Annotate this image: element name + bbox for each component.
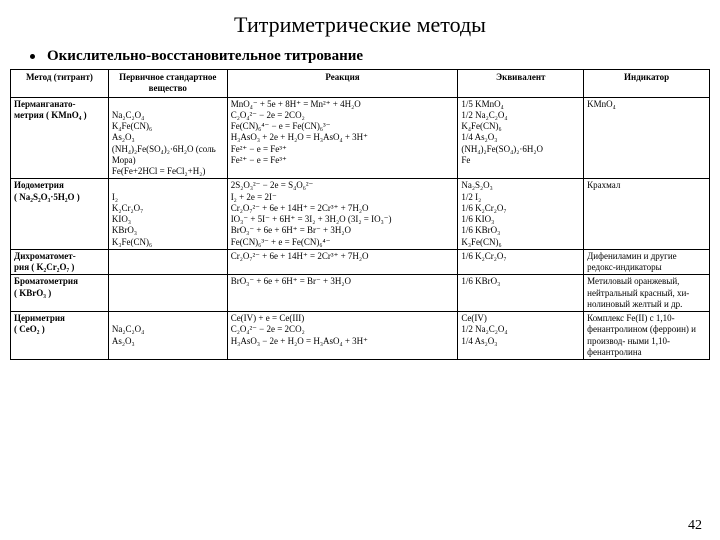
table-row: Броматометрия( KBrO₃ ) BrO₃⁻ + 6e + 6H⁺ … [11, 275, 710, 312]
th-method: Метод (титрант) [11, 70, 109, 98]
page-title: Титриметрические методы [10, 12, 710, 38]
cell-primary [108, 275, 227, 312]
bullet-icon [30, 54, 35, 59]
table-row: Перманганато-метрия ( KMnO₄ ) Na₂C₂O₄K₄F… [11, 97, 710, 179]
cell-method: Дихроматомет-рия ( K₂Cr₂O₇ ) [11, 249, 109, 275]
cell-method: Иодометрия( Na₂S₂O₃·5H₂O ) [11, 179, 109, 250]
cell-reaction: MnO₄⁻ + 5e + 8H⁺ = Mn²⁺ + 4H₂OC₂O₄²⁻ − 2… [227, 97, 458, 179]
cell-equivalent: Ce(IV)1/2 Na₂C₂O₄1/4 As₂O₃ [458, 312, 584, 360]
cell-equivalent: Na₂S₂O₃1/2 I₂1/6 K₂Cr₂O₇1/6 KIO₃1/6 KBrO… [458, 179, 584, 250]
th-equivalent: Эквивалент [458, 70, 584, 98]
table-row: Цериметрия( CeO₂ ) Na₂C₂O₄As₂O₃Ce(IV) + … [11, 312, 710, 360]
cell-indicator: KMnO₄ [584, 97, 710, 179]
subtitle-text: Окислительно-восстановительное титровани… [47, 48, 363, 65]
cell-primary: Na₂C₂O₄K₄Fe(CN)₆As₂O₃(NH₄)₂Fe(SO₄)₂·6H₂O… [108, 97, 227, 179]
th-reaction: Реакция [227, 70, 458, 98]
cell-equivalent: 1/6 K₂Cr₂O₇ [458, 249, 584, 275]
cell-method: Броматометрия( KBrO₃ ) [11, 275, 109, 312]
table-header-row: Метод (титрант) Первичное стандартное ве… [11, 70, 710, 98]
table-row: Иодометрия( Na₂S₂O₃·5H₂O ) I₂K₂Cr₂O₇KIO₃… [11, 179, 710, 250]
cell-reaction: Ce(IV) + e = Ce(III)C₂O₄²⁻ − 2e = 2CO₂H₃… [227, 312, 458, 360]
cell-reaction: 2S₂O₃²⁻ − 2e = S₄O₆²⁻I₂ + 2e = 2I⁻Cr₂O₇²… [227, 179, 458, 250]
cell-reaction: BrO₃⁻ + 6e + 6H⁺ = Br⁻ + 3H₂O [227, 275, 458, 312]
cell-indicator: Метиловый оранжевый, нейтральный красный… [584, 275, 710, 312]
cell-equivalent: 1/6 KBrO₃ [458, 275, 584, 312]
th-primary: Первичное стандартное вещество [108, 70, 227, 98]
methods-table: Метод (титрант) Первичное стандартное ве… [10, 69, 710, 360]
cell-primary: I₂K₂Cr₂O₇KIO₃KBrO₃K₃Fe(CN)₆ [108, 179, 227, 250]
cell-method: Цериметрия( CeO₂ ) [11, 312, 109, 360]
page-number: 42 [688, 518, 702, 534]
cell-indicator: Дифениламин и другие редокс-индикаторы [584, 249, 710, 275]
table-row: Дихроматомет-рия ( K₂Cr₂O₇ ) Cr₂O₇²⁻ + 6… [11, 249, 710, 275]
cell-reaction: Cr₂O₇²⁻ + 6e + 14H⁺ = 2Cr³⁺ + 7H₂O [227, 249, 458, 275]
cell-method: Перманганато-метрия ( KMnO₄ ) [11, 97, 109, 179]
cell-indicator: Крахмал [584, 179, 710, 250]
cell-primary: Na₂C₂O₄As₂O₃ [108, 312, 227, 360]
cell-indicator: Комплекс Fe(II) с 1,10-фенантролином (фе… [584, 312, 710, 360]
th-indicator: Индикатор [584, 70, 710, 98]
table-body: Перманганато-метрия ( KMnO₄ ) Na₂C₂O₄K₄F… [11, 97, 710, 360]
cell-primary [108, 249, 227, 275]
cell-equivalent: 1/5 KMnO₄1/2 Na₂C₂O₄K₄Fe(CN)₆1/4 As₂O₃(N… [458, 97, 584, 179]
subtitle-row: Окислительно-восстановительное титровани… [10, 48, 710, 65]
